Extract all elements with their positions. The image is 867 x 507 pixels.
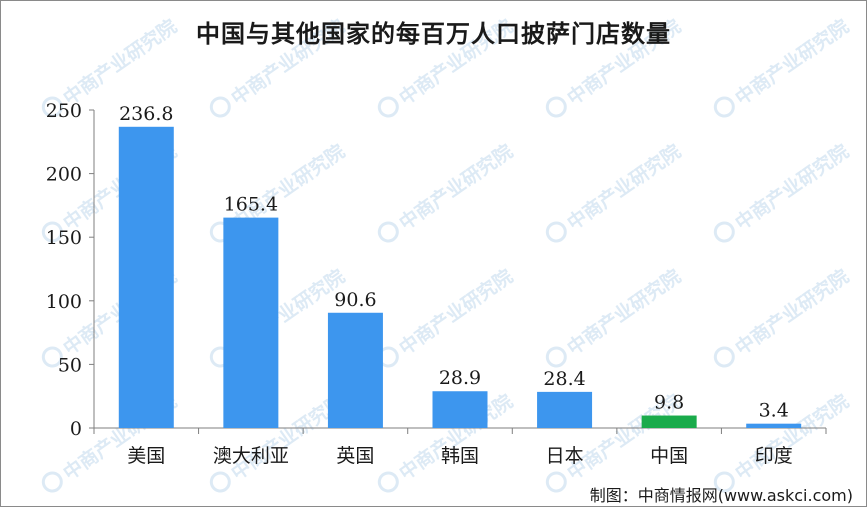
data-label: 3.4: [759, 400, 789, 422]
y-tick-label: 100: [46, 291, 82, 313]
data-label: 28.9: [439, 367, 481, 389]
x-category-label: 美国: [127, 445, 165, 467]
x-category-label: 韩国: [441, 445, 479, 467]
x-category-label: 澳大利亚: [213, 445, 289, 467]
y-tick-label: 50: [58, 354, 82, 376]
data-label: 165.4: [224, 194, 278, 216]
y-tick-label: 150: [46, 227, 82, 249]
x-category-label: 英国: [336, 445, 374, 467]
data-label: 28.4: [543, 368, 585, 390]
x-category-label: 中国: [650, 445, 688, 467]
bar: [746, 423, 802, 428]
bar: [432, 391, 488, 428]
source-credit: 制图：中商情报网(www.askci.com): [589, 486, 853, 505]
bar: [641, 415, 697, 428]
y-tick-label: 250: [46, 100, 82, 122]
bar: [327, 312, 383, 428]
bar: [223, 217, 279, 428]
data-label: 236.8: [119, 103, 173, 125]
data-label: 9.8: [654, 392, 684, 414]
data-label: 90.6: [334, 289, 376, 311]
bar: [537, 391, 593, 428]
x-category-label: 印度: [755, 445, 793, 467]
y-tick-label: 200: [46, 164, 82, 186]
bar: [118, 126, 174, 428]
y-tick-label: 0: [70, 418, 82, 440]
chart-title: 中国与其他国家的每百万人口披萨门店数量: [196, 19, 671, 48]
x-category-label: 日本: [546, 445, 584, 467]
